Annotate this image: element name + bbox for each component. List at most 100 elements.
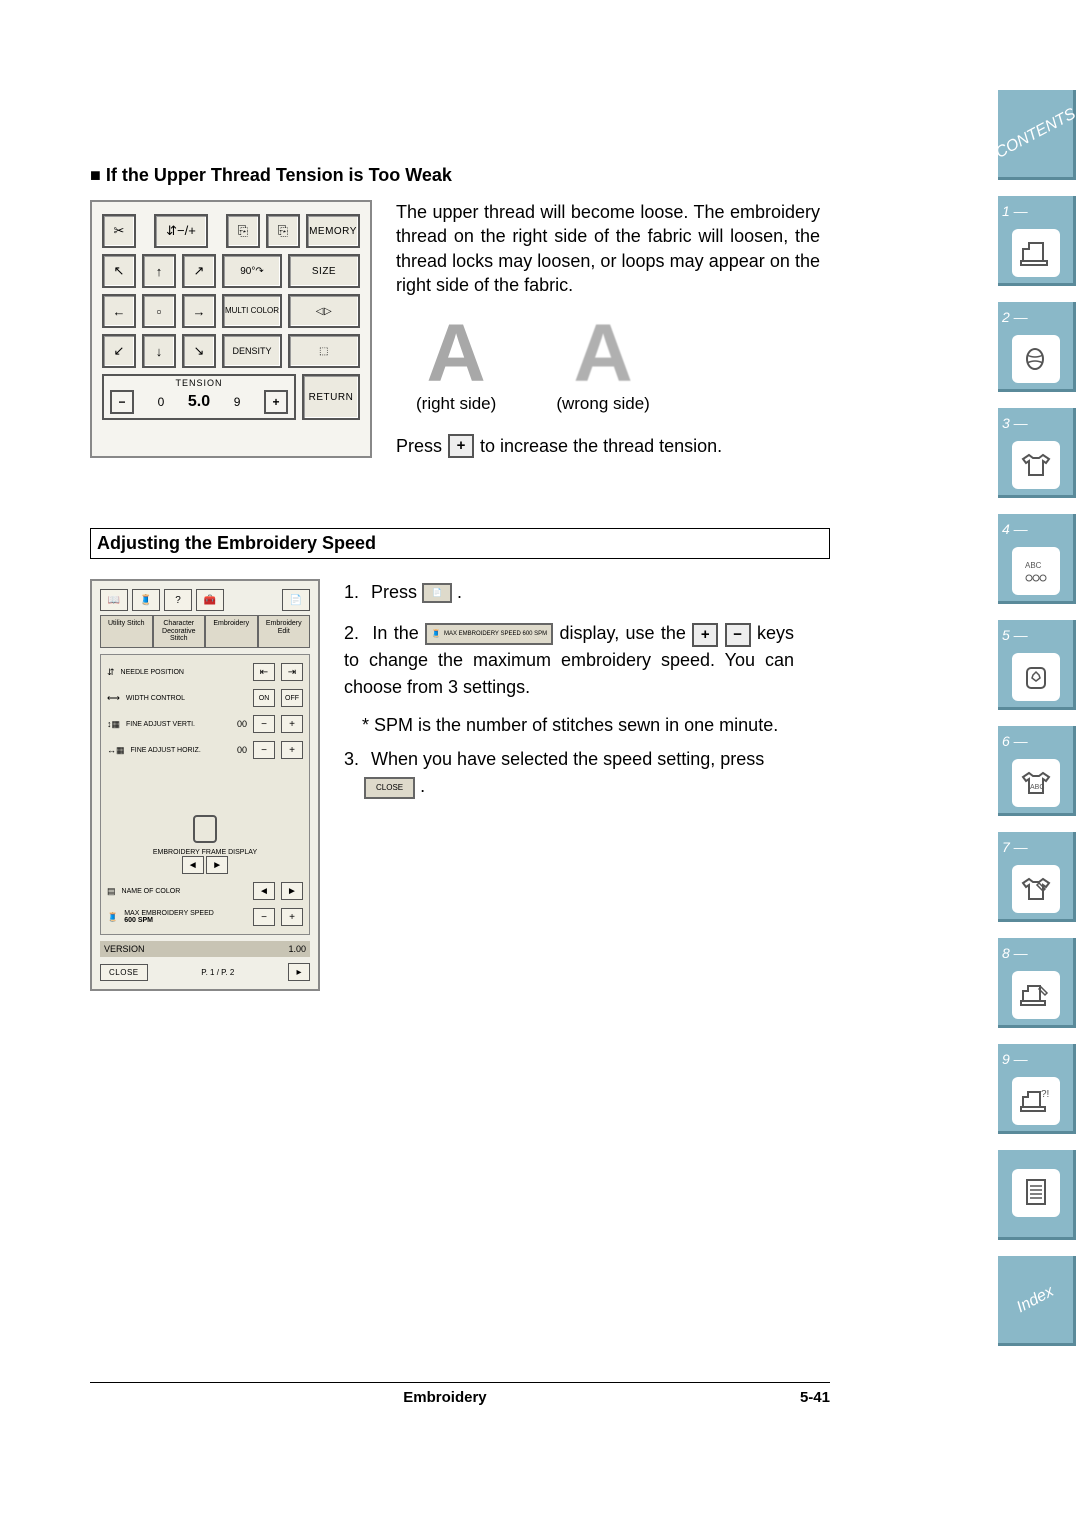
side-navigation: CONTENTS 1 — 2 — 3 — 4 — ABC 5 — 6 — ABC — [998, 90, 1080, 1346]
arrow-nw-button[interactable]: ↖ — [102, 254, 136, 288]
nav-tab-6[interactable]: 6 — ABC — [998, 726, 1076, 816]
arrow-up-button[interactable]: ↑ — [142, 254, 176, 288]
nav-tab-5[interactable]: 5 — — [998, 620, 1076, 710]
hoop-icon — [1012, 653, 1060, 701]
density-button[interactable]: DENSITY — [222, 334, 282, 368]
thread-spool-icon — [1012, 335, 1060, 383]
tension-control: TENSION − 0 5.0 9 + — [102, 374, 296, 420]
page-next-button[interactable]: ▸ — [288, 963, 310, 981]
icon-button-1[interactable]: 📖 — [100, 589, 128, 611]
rotate-button[interactable]: 90°↷ — [222, 254, 282, 288]
step1-text-b: . — [457, 582, 462, 602]
letter-a-wrong-icon: A — [573, 321, 632, 387]
nav-tab-2[interactable]: 2 — — [998, 302, 1076, 392]
fine-vert-plus-button[interactable]: + — [281, 715, 303, 733]
center-button[interactable]: ▫ — [142, 294, 176, 328]
nav-num-6: 6 — — [1002, 733, 1028, 749]
nav-tab-9[interactable]: 9 — ?! — [998, 1044, 1076, 1134]
frame-display-label: EMBROIDERY FRAME DISPLAY — [107, 849, 303, 856]
arrow-left-button[interactable]: ← — [102, 294, 136, 328]
version-row: VERSION 1.00 — [100, 941, 310, 957]
settings-icon-button[interactable]: 📄 — [282, 589, 310, 611]
speed-minus-button[interactable]: − — [253, 908, 275, 926]
color-prev-button[interactable]: ◄ — [253, 882, 275, 900]
fine-horiz-plus-button[interactable]: + — [281, 741, 303, 759]
needle-left-button[interactable]: ⇤ — [253, 663, 275, 681]
nav-tab-10[interactable] — [998, 1150, 1076, 1240]
tension-min: 0 — [158, 395, 165, 409]
nav-num-9: 9 — — [1002, 1051, 1028, 1067]
fine-vert-value: 00 — [237, 719, 247, 729]
tension-plus-button[interactable]: + — [264, 390, 288, 414]
nav-tab-3[interactable]: 3 — — [998, 408, 1076, 498]
size-button[interactable]: SIZE — [288, 254, 360, 288]
tension-minus-button[interactable]: − — [110, 390, 134, 414]
arrow-right-button[interactable]: → — [182, 294, 216, 328]
icon-button-2[interactable]: 🧵 — [132, 589, 160, 611]
width-on-button[interactable]: ON — [253, 689, 275, 707]
nav-tab-7[interactable]: 7 — — [998, 832, 1076, 922]
svg-text:ABC: ABC — [1025, 561, 1042, 570]
abc-pattern-icon: ABC — [1012, 547, 1060, 595]
tab-utility[interactable]: Utility Stitch — [100, 615, 153, 648]
array-button[interactable]: ⬚ — [288, 334, 360, 368]
settings-panel: 📖 🧵 ? 🧰 📄 Utility Stitch Character Decor… — [90, 579, 320, 991]
nav-tab-1[interactable]: 1 — — [998, 196, 1076, 286]
return-button[interactable]: RETURN — [302, 374, 360, 420]
fine-vert-minus-button[interactable]: − — [253, 715, 275, 733]
tab-decorative[interactable]: Character Decorative Stitch — [153, 615, 206, 648]
needle-position-row: ⇵ NEEDLE POSITION ⇤ ⇥ — [107, 663, 303, 681]
machine-edit-icon — [1012, 971, 1060, 1019]
nav-tab-8[interactable]: 8 — — [998, 938, 1076, 1028]
tab-embedit[interactable]: Embroidery Edit — [258, 615, 311, 648]
settings-button-icon: 📄 — [422, 583, 452, 603]
steps-block: 1. Press 📄 . 2. In the 🧵 MAX EMBROIDERY … — [344, 579, 794, 991]
nav-index[interactable]: Index — [998, 1256, 1076, 1346]
fine-horiz-icon: ↔▦ — [107, 745, 125, 756]
version-value: 1.00 — [288, 944, 306, 954]
baste2-button[interactable]: ⎘ — [266, 214, 300, 248]
arrow-se-button[interactable]: ↘ — [182, 334, 216, 368]
tab-embroidery[interactable]: Embroidery — [205, 615, 258, 648]
frame-prev-button[interactable]: ◄ — [182, 856, 204, 874]
settings-close-button[interactable]: CLOSE — [100, 964, 148, 981]
arrow-down-button[interactable]: ↓ — [142, 334, 176, 368]
baste-button[interactable]: ⎘ — [226, 214, 260, 248]
width-off-button[interactable]: OFF — [281, 689, 303, 707]
memory-button[interactable]: MEMORY — [306, 214, 360, 248]
sample-row: A (right side) A (wrong side) — [396, 321, 820, 416]
step2-text-b: display, use the — [560, 623, 693, 643]
needle-position-label: NEEDLE POSITION — [121, 669, 247, 676]
max-speed-row: 🧵 MAX EMBROIDERY SPEED600 SPM − + — [107, 908, 303, 926]
svg-text:ABC: ABC — [1030, 784, 1044, 791]
frame-next-button[interactable]: ► — [206, 856, 228, 874]
nav-contents[interactable]: CONTENTS — [998, 90, 1076, 180]
needle-right-button[interactable]: ⇥ — [281, 663, 303, 681]
mirror-button[interactable]: ◁▷ — [288, 294, 360, 328]
fine-vert-row: ↕▦ FINE ADJUST VERTI. 00 − + — [107, 715, 303, 733]
fine-horiz-minus-button[interactable]: − — [253, 741, 275, 759]
nav-tab-4[interactable]: 4 — ABC — [998, 514, 1076, 604]
scissors-button[interactable]: ✂ — [102, 214, 136, 248]
name-color-row: ▤ NAME OF COLOR ◄ ► — [107, 882, 303, 900]
fine-horiz-value: 00 — [237, 745, 247, 755]
fine-horiz-row: ↔▦ FINE ADJUST HORIZ. 00 − + — [107, 741, 303, 759]
lcd-panel: ✂ ⇵−/+ ⎘ ⎘ MEMORY ↖ ↑ ↗ 90°↷ SIZE ← ▫ → … — [90, 200, 372, 458]
icon-button-3[interactable]: ? — [164, 589, 192, 611]
sewing-machine-icon — [1012, 229, 1060, 277]
press-instruction: Press + to increase the thread tension. — [396, 434, 820, 458]
multicolor-button[interactable]: MULTI COLOR — [222, 294, 282, 328]
speed-plus-button[interactable]: + — [281, 908, 303, 926]
close-row: CLOSE P. 1 / P. 2 ▸ — [100, 957, 310, 981]
tshirt-icon — [1012, 441, 1060, 489]
footer-page: 5-41 — [800, 1389, 830, 1406]
icon-button-4[interactable]: 🧰 — [196, 589, 224, 611]
step-1: 1. Press 📄 . — [344, 579, 794, 606]
press-text-left: Press — [396, 434, 442, 458]
arrow-sw-button[interactable]: ↙ — [102, 334, 136, 368]
color-next-button[interactable]: ► — [281, 882, 303, 900]
arrow-ne-button[interactable]: ↗ — [182, 254, 216, 288]
needle-minus-plus-button[interactable]: ⇵−/+ — [154, 214, 208, 248]
nav-num-8: 8 — — [1002, 945, 1028, 961]
step-3: 3. When you have selected the speed sett… — [344, 746, 794, 800]
